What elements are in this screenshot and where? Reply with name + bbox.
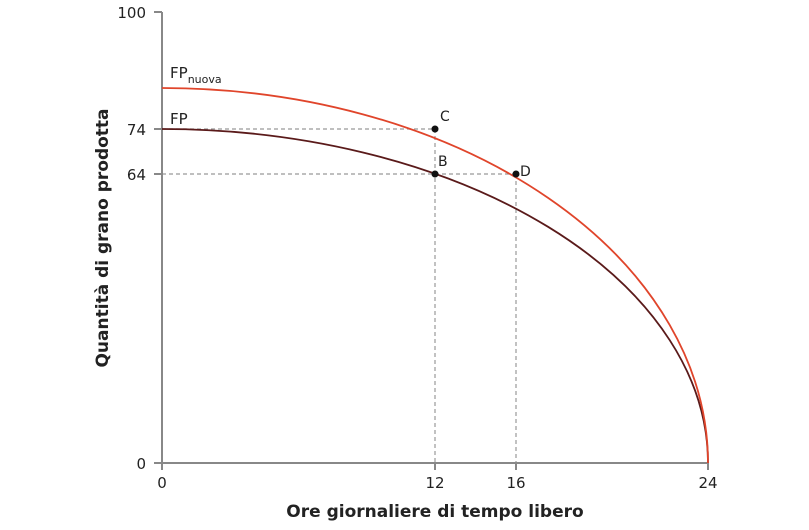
y-tick-label-74: 74	[127, 121, 146, 139]
fp-nuova-sub: nuova	[188, 73, 222, 86]
point-label-d: D	[520, 164, 531, 180]
x-tick-label-16: 16	[506, 474, 525, 492]
fp-label: FP	[170, 110, 188, 128]
fp-nuova-main: FP	[170, 64, 188, 82]
y-axis-title: Quantità di grano prodotta	[93, 108, 113, 367]
x-tick-label-0: 0	[157, 474, 167, 492]
y-tick-label-0: 0	[136, 455, 146, 473]
axes	[154, 11, 709, 470]
fp-nuova-label: FPnuova	[170, 64, 222, 86]
x-tick-label-24: 24	[698, 474, 717, 492]
y-tick-label-100: 100	[117, 4, 146, 22]
point-c	[431, 125, 439, 133]
guide-lines	[162, 128, 517, 463]
x-axis-title: Ore giornaliere di tempo libero	[286, 502, 583, 522]
point-b	[431, 170, 439, 178]
point-d	[512, 170, 520, 178]
point-label-b: B	[438, 154, 448, 170]
point-label-c: C	[440, 109, 450, 125]
fp-curve	[161, 128, 709, 464]
fp-nuova-curve	[161, 87, 709, 464]
x-tick-label-12: 12	[425, 474, 444, 492]
y-tick-label-64: 64	[127, 166, 146, 184]
